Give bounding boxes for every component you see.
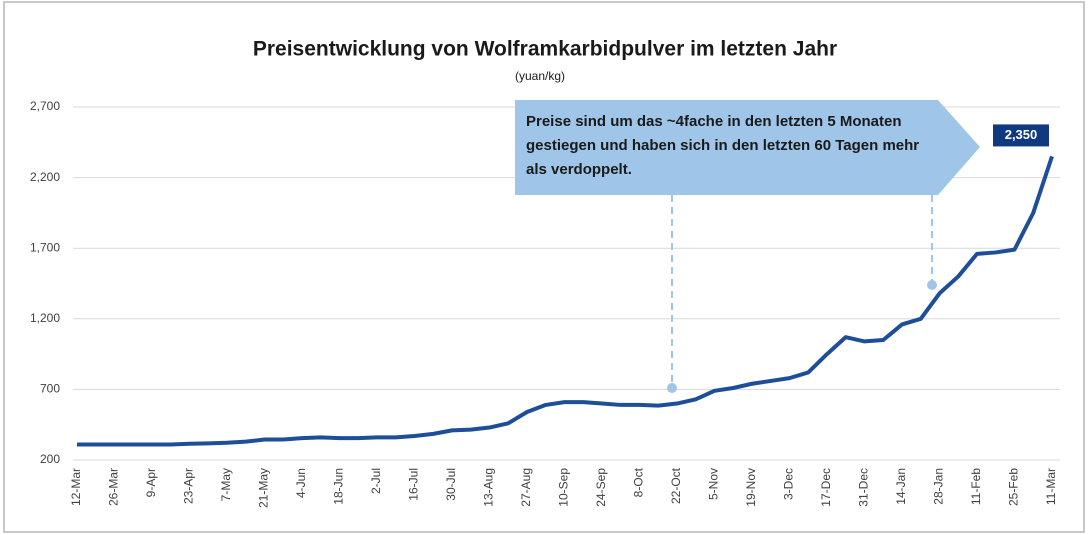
x-tick-label: 26-Mar — [107, 468, 121, 506]
y-tick-label: 200 — [40, 452, 60, 466]
x-tick-label: 12-Mar — [69, 468, 83, 506]
x-tick-label: 3-Dec — [782, 468, 796, 500]
x-tick-label: 14-Jan — [894, 468, 908, 505]
chart-title: Preisentwicklung von Wolframkarbidpulver… — [253, 38, 837, 61]
y-tick-label: 1,700 — [30, 240, 60, 254]
plot: 200 700 1,200 1,700 2,200 2,700 12-Mar 26-Mar 9-… — [30, 99, 1060, 508]
x-tick-label: 13-Aug — [482, 468, 496, 507]
value-label-box — [993, 124, 1049, 147]
x-tick-label: 11-Feb — [969, 468, 983, 505]
y-tick-label: 2,700 — [30, 99, 60, 113]
x-tick-label: 23-Apr — [182, 468, 196, 504]
x-tick-label: 30-Jul — [444, 468, 458, 501]
value-label: 2,350 — [1005, 127, 1038, 142]
x-tick-label: 18-Jun — [332, 468, 346, 505]
x-tick-label: 17-Dec — [819, 468, 833, 507]
price-line — [77, 155, 1054, 447]
x-tick-label: 2-Jul — [369, 468, 383, 494]
x-tick-label: 22-Oct — [669, 467, 683, 504]
x-tick-label: 8-Oct — [632, 467, 646, 497]
y-tick-label: 700 — [40, 382, 60, 396]
callout-dot — [927, 280, 937, 290]
callout-dot — [667, 383, 677, 393]
x-tick-label: 25-Feb — [1007, 468, 1021, 506]
y-tick-label: 1,200 — [30, 311, 60, 325]
x-tick-label: 31-Dec — [857, 468, 871, 507]
x-tick-label: 11-Mar — [1044, 468, 1058, 505]
callout-text: Preise sind um das ~4fache in den letzte… — [526, 113, 920, 178]
x-tick-label: 24-Sep — [594, 468, 608, 507]
x-tick-label: 10-Sep — [557, 468, 571, 507]
x-tick-label: 7-May — [219, 468, 233, 501]
x-tick-label: 5-Nov — [707, 468, 721, 500]
y-tick-label: 2,200 — [30, 170, 60, 184]
x-tick-label: 21-May — [257, 468, 271, 508]
chart-subtitle: (yuan/kg) — [515, 69, 565, 83]
x-tick-label: 27-Aug — [519, 468, 533, 507]
x-tick-label: 28-Jan — [932, 468, 946, 505]
x-tick-label: 4-Jun — [294, 468, 308, 498]
x-tick-label: 16-Jul — [407, 468, 421, 501]
callout-box — [515, 100, 980, 195]
x-tick-label: 9-Apr — [144, 468, 158, 497]
x-tick-label: 19-Nov — [744, 468, 758, 507]
